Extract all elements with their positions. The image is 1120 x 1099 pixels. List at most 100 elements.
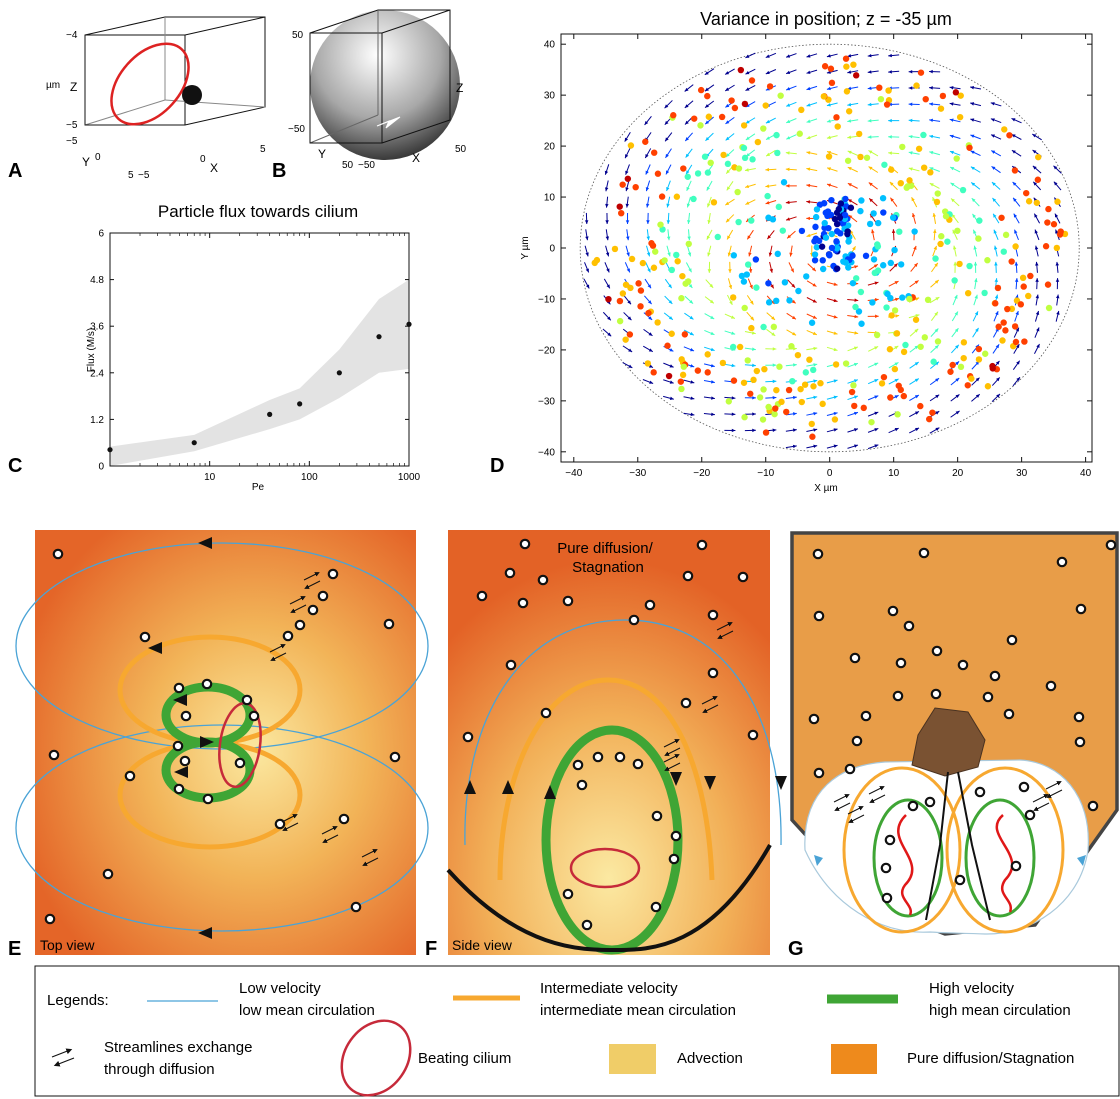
d-vector-arrow (786, 134, 797, 140)
d-vector-arrow (847, 150, 858, 156)
d-particle (1000, 248, 1007, 255)
d-vector-arrow (908, 70, 920, 74)
d-particle (930, 358, 937, 365)
d-particle (670, 112, 677, 119)
d-particle (750, 376, 757, 384)
d-vector-arrow (605, 245, 610, 257)
g-particle (813, 767, 825, 779)
f-particle (696, 539, 708, 551)
d-vector-arrow (684, 312, 694, 320)
d-particle (705, 113, 713, 120)
d-particle (929, 409, 936, 416)
d-vector-arrow (785, 363, 797, 367)
chart-c-confidence-band (110, 279, 409, 466)
d-core-particle (837, 200, 845, 207)
d-particle (627, 142, 635, 149)
d-vector-arrow (974, 278, 978, 290)
d-particle (665, 372, 673, 380)
d-particle (932, 255, 939, 262)
d-particle (831, 416, 839, 423)
d-vector-arrow (929, 69, 941, 74)
a-z-tick-top: −4 (66, 30, 78, 41)
d-particle (785, 386, 793, 394)
d-x-tick-label: −20 (693, 468, 710, 479)
d-vector-arrow (847, 444, 859, 449)
d-x-tick-label: 10 (888, 468, 900, 479)
d-y-tick-label: 30 (544, 91, 556, 102)
d-particle (889, 214, 897, 221)
d-particle (1053, 244, 1061, 252)
d-particle (808, 319, 816, 326)
d-particle (736, 343, 744, 351)
d-vector-arrow (707, 196, 712, 208)
d-vector-arrow (951, 213, 959, 224)
f-particle (562, 888, 574, 900)
d-vector-arrow (766, 328, 776, 337)
d-vector-arrow (908, 314, 920, 319)
d-particle (694, 367, 702, 374)
d-y-tick-label: 0 (549, 244, 555, 255)
g-particle (812, 548, 824, 560)
d-vector-arrow (847, 331, 859, 335)
chart-d-xlabel: X µm (814, 483, 838, 494)
d-vector-arrow (826, 330, 838, 335)
d-particle (616, 203, 623, 210)
d-vector-arrow (1014, 278, 1019, 290)
d-particle (1025, 292, 1032, 300)
particle-ball (182, 85, 202, 105)
panel-f-side-view: Pure diffusion/ Stagnation Side view F (425, 530, 787, 960)
d-vector-arrow (929, 118, 941, 123)
d-particle (801, 381, 809, 388)
d-vector-arrow (605, 212, 609, 224)
d-vector-arrow (868, 346, 879, 352)
d-x-tick-label: −30 (629, 468, 646, 479)
d-vector-arrow (868, 198, 878, 207)
d-particle (796, 130, 803, 137)
d-vector-arrow (624, 262, 631, 273)
d-y-tick-label: −10 (538, 294, 555, 305)
g-particle (849, 652, 861, 664)
d-particle (915, 145, 923, 152)
d-vector-arrow (785, 395, 797, 400)
d-y-tick-label: 40 (544, 40, 556, 51)
d-particle (870, 256, 878, 263)
d-particle (1020, 283, 1027, 290)
d-vector-arrow (744, 363, 756, 368)
d-y-tick-label: −40 (538, 447, 555, 458)
d-vector-arrow (930, 328, 939, 337)
panel-letter-d: D (490, 455, 504, 477)
d-particle (852, 303, 859, 311)
d-particle (714, 233, 721, 241)
d-particle (679, 272, 686, 280)
legend-cilium: Beating cilium (418, 1050, 511, 1067)
beating-cilium-f (569, 847, 641, 889)
d-particle (863, 154, 871, 161)
d-vector-arrow (769, 261, 773, 273)
d-vector-arrow (908, 118, 920, 123)
d-particle (874, 267, 882, 274)
d-vector-arrow (707, 261, 712, 273)
d-particle (964, 382, 971, 389)
d-particle (681, 331, 689, 338)
d-particle (754, 138, 762, 146)
d-vector-arrow (826, 395, 838, 400)
d-vector-arrow (642, 379, 654, 384)
d-particle (658, 193, 666, 200)
d-vector-arrow (765, 363, 777, 367)
streamline-exchange-icon (701, 696, 719, 713)
d-vector-arrow (1012, 376, 1021, 387)
chart-d-frame (560, 33, 1093, 463)
chart-d-arrows (583, 52, 1062, 450)
d-core-particle (820, 200, 828, 207)
d-particle (883, 101, 891, 108)
d-particle (992, 300, 999, 307)
d-x-tick-label: 30 (1016, 468, 1028, 479)
b-y-tick: 50 (342, 160, 354, 171)
d-vector-arrow (704, 100, 715, 109)
d-core-particle (826, 252, 833, 259)
d-vector-arrow (908, 134, 920, 139)
d-vector-arrow (745, 52, 756, 59)
d-particle (1019, 274, 1027, 282)
d-vector-arrow (625, 180, 630, 192)
d-particle (828, 79, 836, 87)
